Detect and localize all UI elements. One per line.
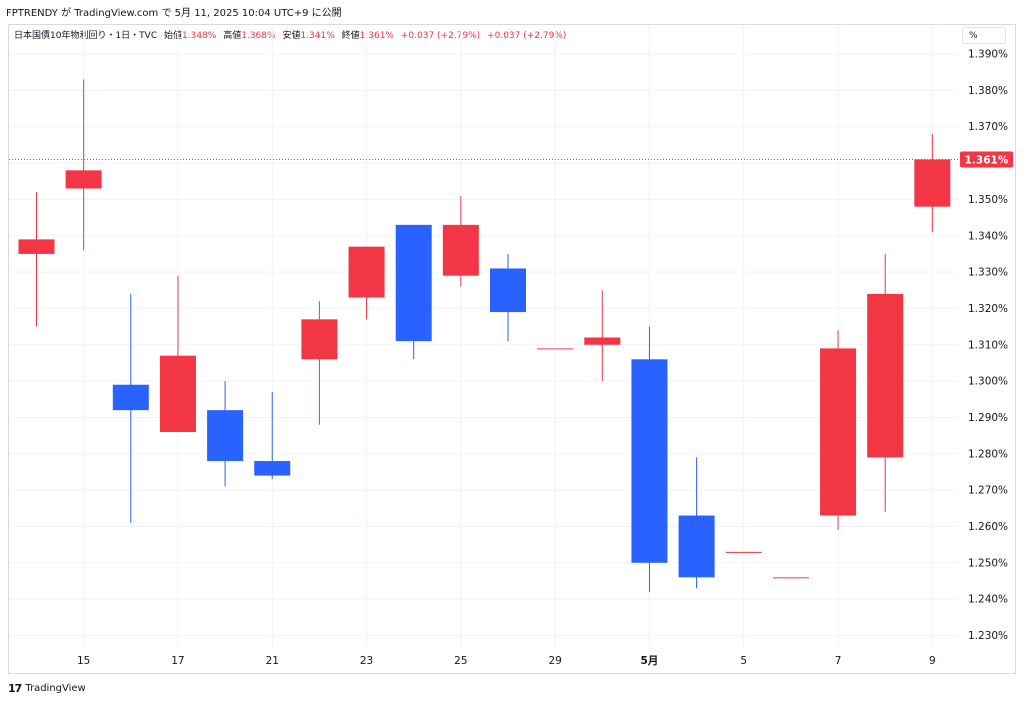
x-tick-label: 25: [454, 655, 467, 667]
x-tick-label: 17: [171, 655, 184, 667]
candle-body: [301, 319, 338, 360]
y-tick-label: 1.390%: [968, 49, 1008, 61]
candle-body: [772, 577, 809, 579]
legend-close-value: 1.361%: [359, 31, 394, 41]
tradingview-logo-icon: 17: [8, 682, 22, 695]
y-tick-label: 1.270%: [968, 485, 1008, 497]
candle: [442, 195, 479, 287]
legend-high-label: 高値: [223, 31, 242, 41]
candle-body: [18, 239, 55, 254]
y-tick-label: 1.240%: [968, 594, 1008, 606]
legend-close-label: 終値: [341, 31, 360, 41]
legend-open-value: 1.348%: [182, 31, 217, 41]
y-tick-label: 1.350%: [968, 194, 1008, 206]
candle: [772, 577, 809, 579]
candle-body: [65, 170, 102, 189]
grid-lines: [9, 25, 958, 650]
candle-body: [631, 359, 668, 563]
y-tick-label: 1.280%: [968, 448, 1008, 460]
candle-body: [820, 348, 857, 516]
candle: [631, 326, 668, 592]
candle-body: [348, 246, 385, 298]
y-tick-label: 1.380%: [968, 85, 1008, 97]
x-tick-label: 29: [548, 655, 561, 667]
candle: [584, 290, 621, 382]
candle: [112, 293, 149, 523]
y-tick-label: 1.250%: [968, 557, 1008, 569]
y-tick-label: 1.230%: [968, 630, 1008, 642]
candle-body: [678, 515, 715, 578]
legend-low-value: 1.341%: [300, 31, 335, 41]
candle: [820, 330, 857, 531]
candles: [18, 79, 951, 592]
x-axis: 15 17 21 23 25 29 5月 5 7 9: [77, 655, 936, 667]
candle-body: [159, 355, 196, 432]
candle-body: [490, 268, 526, 313]
x-tick-label: 7: [835, 655, 842, 667]
y-tick-label: 1.370%: [968, 121, 1008, 133]
candle: [490, 253, 526, 342]
candle-body: [725, 551, 762, 553]
legend-high-value: 1.368%: [241, 31, 276, 41]
candle-body: [584, 337, 621, 345]
candle: [65, 79, 102, 251]
candle: [678, 457, 715, 589]
y-tick-label: 1.330%: [968, 267, 1008, 279]
y-tick-label: 1.320%: [968, 303, 1008, 315]
candle: [867, 253, 904, 512]
chart-legend: 日本国債10年物利回り・1日・TVC 始値1.348% 高値1.368% 安値1…: [14, 28, 566, 41]
candle: [301, 301, 338, 425]
candle: [914, 134, 951, 233]
candle-body: [254, 461, 291, 476]
footer: 17 TradingView: [8, 682, 86, 695]
legend-low-label: 安値: [282, 31, 301, 41]
percent-scale-button[interactable]: %: [962, 27, 1006, 44]
x-tick-label: 15: [77, 655, 90, 667]
x-tick-label: 5月: [641, 655, 659, 667]
x-tick-label: 21: [266, 655, 279, 667]
legend-change-2: +0.037 (+2.79%): [487, 31, 567, 41]
x-tick-label: 5: [740, 655, 747, 667]
candle-body: [442, 224, 479, 276]
candle-body: [867, 293, 904, 458]
x-tick-label: 23: [360, 655, 373, 667]
publish-info: FPTRENDY が TradingView.com で 5月 11, 2025…: [6, 8, 342, 19]
last-price-badge: [960, 151, 1013, 168]
candle: [254, 392, 291, 480]
candle: [159, 275, 196, 432]
candle-body: [207, 410, 244, 462]
x-tick-label: 9: [929, 655, 936, 667]
candle: [395, 224, 432, 360]
candle: [18, 192, 55, 327]
y-tick-label: 1.310%: [968, 339, 1008, 351]
candle-body: [395, 224, 432, 342]
last-price-label: 1.361%: [965, 154, 1009, 166]
candle-body: [112, 384, 149, 411]
y-tick-label: 1.290%: [968, 412, 1008, 424]
candle: [348, 246, 385, 320]
legend-change-1: +0.037 (+2.79%): [400, 31, 481, 41]
legend-open-label: 始値: [164, 31, 183, 41]
y-tick-label: 1.260%: [968, 521, 1008, 533]
y-tick-label: 1.300%: [968, 376, 1008, 388]
y-axis: 1.230% 1.240% 1.250% 1.260% 1.270% 1.280% 1.29…: [968, 49, 1008, 642]
chart-frame: [8, 24, 1016, 674]
candle: [537, 348, 574, 350]
candle: [725, 551, 762, 553]
candle: [207, 381, 244, 487]
last-price-marker: 1.361%: [9, 151, 1013, 168]
y-tick-label: 1.340%: [968, 230, 1008, 242]
legend-symbol: 日本国債10年物利回り・1日・TVC: [14, 31, 158, 41]
candle-body: [914, 159, 951, 207]
footer-brand: TradingView: [25, 683, 86, 694]
candle-body: [537, 348, 574, 350]
